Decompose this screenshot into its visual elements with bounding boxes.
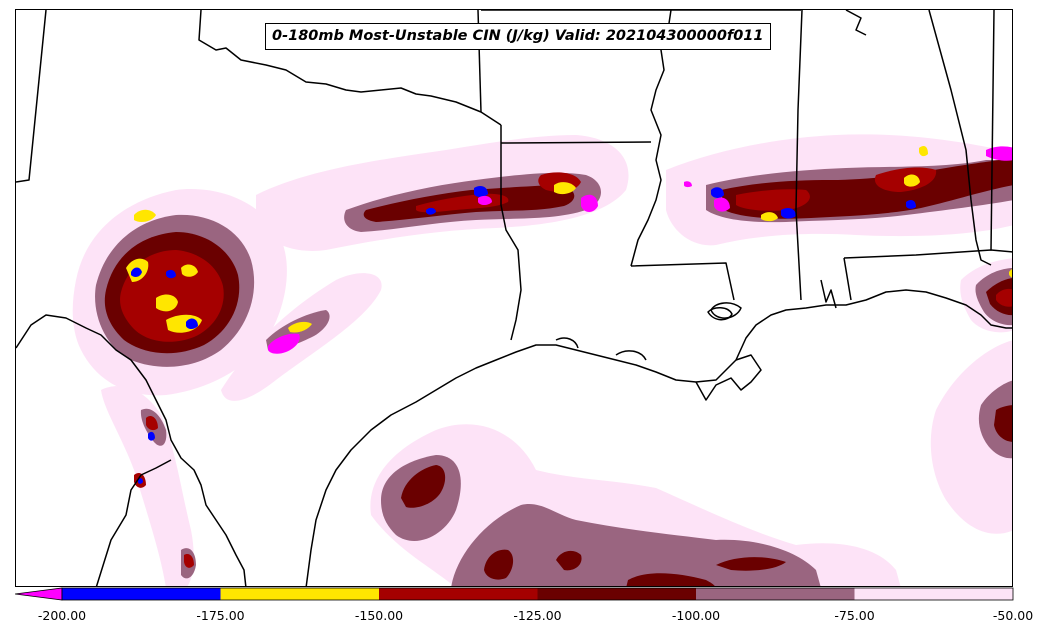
- mississippi-alabama-border: [795, 10, 803, 301]
- colorbar-tick-label: -75.00: [834, 608, 875, 623]
- florida-panhandle-west: [843, 257, 852, 301]
- texas-northeast-border: [500, 125, 522, 341]
- colorbar-bin-4: [696, 588, 855, 600]
- florida-north-border: [843, 249, 1012, 259]
- colorbar: [15, 587, 1014, 601]
- gulf-coastline: [305, 289, 1012, 586]
- mexico-state-line: [95, 459, 172, 586]
- north-yellow-patches: [554, 182, 576, 195]
- colorbar-border: [61, 587, 1014, 601]
- gulf-pink-east: [930, 340, 1012, 534]
- ohio-border-top: [845, 10, 867, 36]
- louisiana-delta: [555, 302, 762, 401]
- west-blue-patches: [131, 267, 198, 329]
- arkansas-louisiana-border: [500, 141, 652, 144]
- gulf-darkred-center: [484, 549, 582, 580]
- colorbar-tick-label: -125.00: [513, 608, 562, 623]
- colorbar-bin-5: [854, 588, 1013, 600]
- colorbar-tick-label: -150.00: [354, 608, 404, 623]
- colorbar-extend-min: [15, 587, 63, 601]
- new-mexico-east-border: [16, 10, 47, 183]
- oklahoma-red-river-border: [198, 10, 502, 126]
- north-blue-patches: [426, 186, 488, 215]
- se-red-spot: [996, 288, 1012, 307]
- cin-map: [16, 10, 1012, 586]
- map-panel: 0-180mb Most-Unstable CIN (J/kg) Valid: …: [15, 9, 1013, 587]
- ne-red-band: [736, 167, 937, 211]
- northeast-cin-band: [666, 134, 1012, 333]
- mobile-bay: [820, 279, 837, 309]
- west-yellow-north: [134, 209, 156, 223]
- gulf-darkred-south: [626, 557, 786, 586]
- colorbar-bin-3: [537, 588, 696, 600]
- georgia-florida-border: [990, 10, 995, 251]
- colorbar-tick-label: -200.00: [37, 608, 87, 623]
- west-yellow-patches: [126, 258, 202, 333]
- map-title: 0-180mb Most-Unstable CIN (J/kg) Valid: …: [265, 23, 771, 50]
- mexico-border: [16, 314, 247, 586]
- southwest-blue-spot: [138, 431, 155, 484]
- gulf-cin-field: [370, 340, 1012, 586]
- west-cin-field: [72, 189, 382, 586]
- colorbar-bin-2: [379, 588, 538, 600]
- mississippi-river: [630, 10, 672, 267]
- colorbar-bin-1: [220, 588, 379, 600]
- gulf-darkred-east: [994, 405, 1012, 442]
- north-cin-band: [256, 135, 629, 251]
- north-magenta-patches: [478, 194, 598, 212]
- west-magenta-patch: [268, 333, 300, 354]
- west-yellow-strip: [288, 321, 312, 333]
- state-boundaries: [16, 10, 1012, 586]
- se-yellow-spot: [1009, 269, 1012, 278]
- colorbar-bin-0: [62, 588, 221, 600]
- colorbar-tick-label: -50.00: [992, 608, 1034, 623]
- colorbar-tick-label: -175.00: [196, 608, 245, 623]
- colorbar-tick-label: -100.00: [671, 608, 721, 623]
- louisiana-north-border: [630, 262, 735, 301]
- ne-magenta-patches: [684, 146, 1012, 212]
- gulf-darkred-west: [401, 465, 446, 508]
- lake-pontchartrain: [707, 307, 733, 321]
- north-red-band: [416, 172, 581, 213]
- alabama-georgia-border: [928, 10, 992, 266]
- southwest-pink-band: [101, 386, 194, 586]
